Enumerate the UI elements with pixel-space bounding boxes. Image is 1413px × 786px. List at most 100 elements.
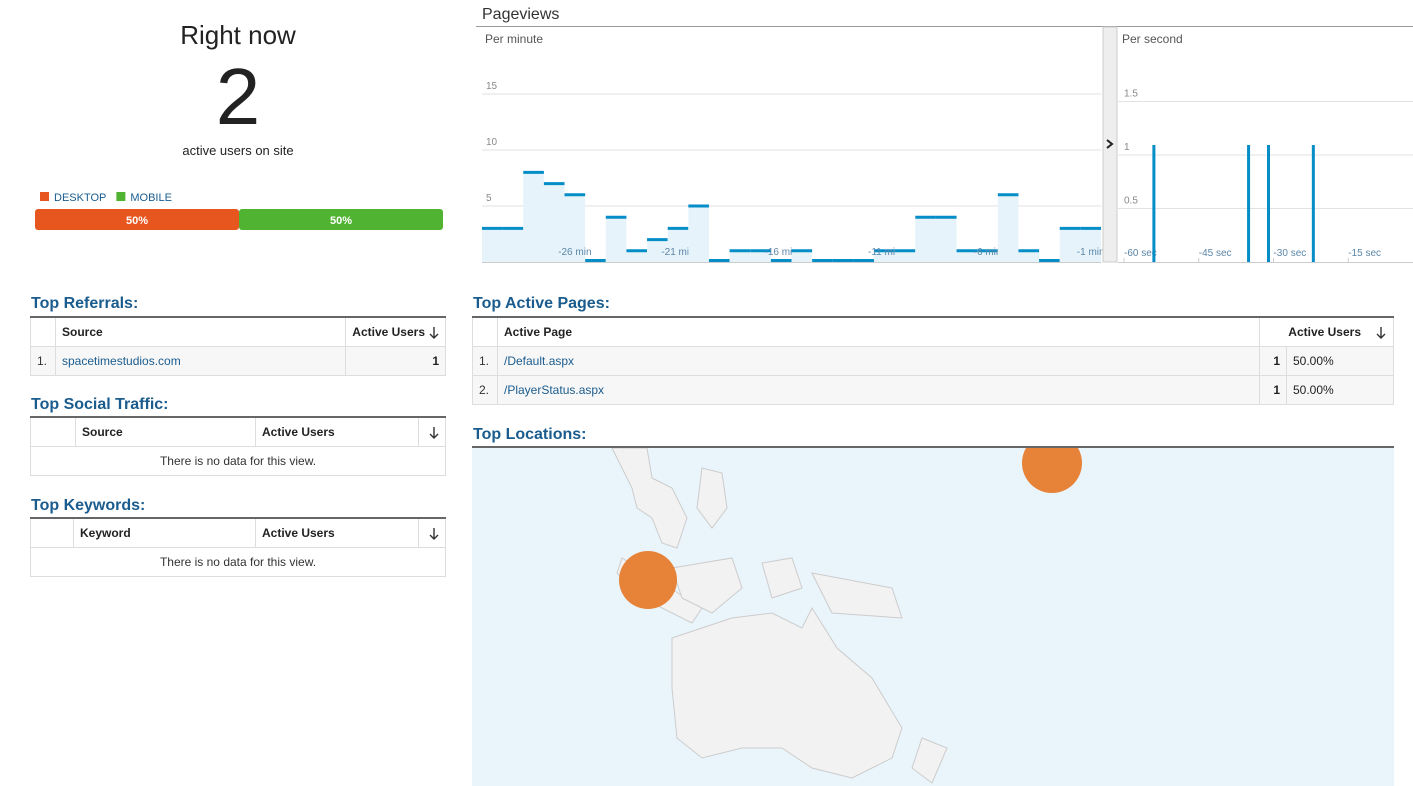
bar-area [647, 239, 668, 262]
bar-area [977, 250, 998, 262]
active-pages-table: Active Page Active Users 1. /Default.asp… [472, 316, 1394, 405]
row-index: 1. [472, 346, 498, 376]
land [611, 448, 688, 549]
percent-cell: 50.00% [1286, 375, 1394, 405]
right-now-title: Right now [180, 20, 296, 50]
location-bubble[interactable] [1022, 448, 1082, 493]
bar-area [1080, 228, 1101, 262]
expand-chevron[interactable] [1106, 139, 1114, 149]
location-bubble[interactable] [619, 551, 677, 609]
legend-swatch [40, 192, 49, 201]
active-user-caption: active users on site [182, 143, 294, 158]
legend-label: DESKTOP [54, 192, 106, 204]
header-cell[interactable] [417, 517, 447, 548]
sort-arrow [429, 326, 439, 339]
value-cell: 1 [1259, 346, 1287, 376]
header-cell: Source [54, 316, 347, 347]
keywords-table: Keyword Active Users There is no data fo… [30, 517, 447, 577]
header-cell [30, 517, 74, 548]
section-title: Top Social Traffic: [31, 396, 169, 413]
cell: spacetimestudios.com [54, 346, 347, 376]
referrals-table: Source Active Users 1. spacetimestudios.… [30, 316, 446, 376]
cell: /PlayerStatus.aspx [497, 375, 1260, 405]
map-graphic [611, 448, 1082, 784]
sort-arrow [1376, 326, 1386, 339]
section-title: Top Keywords: [31, 497, 146, 514]
header-cell: Active Users [254, 517, 419, 548]
source-link[interactable]: spacetimestudios.com [62, 354, 181, 368]
bar-area [874, 250, 895, 262]
bar-area [997, 194, 1019, 262]
empty-message: There is no data for this view. [30, 547, 446, 577]
bar-area [667, 228, 689, 262]
y-tick-label: 1.5 [1124, 89, 1138, 100]
header-cell [30, 316, 56, 347]
header-cell: Keyword [73, 517, 256, 548]
x-tick-label: -1 min [1077, 247, 1105, 258]
device-segment [35, 209, 239, 230]
bar-area [1018, 250, 1040, 262]
empty-message: There is no data for this view. [30, 446, 446, 476]
bar-area [750, 250, 771, 262]
page-link[interactable]: /Default.aspx [504, 354, 575, 368]
value-cell: 1 [345, 346, 446, 376]
bar-area [1059, 228, 1081, 262]
segment-label: 50% [330, 215, 352, 227]
y-tick-label: 0.5 [1124, 196, 1138, 207]
y-tick-label: 5 [486, 193, 492, 204]
header-cell [472, 316, 498, 347]
cell: /Default.aspx [497, 346, 1260, 376]
header-cell: Active Users [254, 416, 419, 447]
bar-area [688, 206, 709, 262]
section-title: Top Referrals: [31, 295, 139, 312]
x-tick-label: -16 min [765, 247, 798, 258]
header-cell[interactable]: Active Users [345, 316, 446, 347]
page-link[interactable]: /PlayerStatus.aspx [504, 383, 605, 397]
land [696, 467, 728, 529]
bar-area [523, 172, 544, 262]
x-tick-label: -60 sec [1124, 248, 1157, 259]
spike-bar [1311, 145, 1315, 262]
row-index: 1. [30, 346, 56, 376]
x-tick-label: -30 sec [1273, 248, 1306, 259]
spike-bar [1267, 145, 1270, 262]
bar-area [935, 217, 957, 262]
bar-area [729, 250, 751, 262]
header-cell[interactable]: Active Users [1259, 316, 1394, 347]
header-cell: Active Page [497, 316, 1260, 347]
chart-subtitle: Per second [1122, 32, 1183, 46]
legend-swatch [116, 192, 126, 201]
header-cell[interactable] [417, 416, 447, 447]
value-cell: 1 [1259, 375, 1287, 405]
bar-area [543, 183, 565, 262]
bar-area [626, 250, 648, 262]
header-text: Active Users [1288, 325, 1361, 339]
bar-area [915, 217, 936, 262]
sort-arrow [429, 426, 439, 439]
x-tick-label: -26 min [558, 247, 591, 258]
land [911, 737, 948, 784]
x-tick-label: -11 min [868, 247, 901, 258]
bar-area [956, 250, 978, 262]
x-tick-label: -15 sec [1348, 248, 1381, 259]
header-cell: Source [75, 416, 256, 447]
chart-title: Pageviews [482, 6, 559, 23]
header-cell [30, 416, 76, 447]
y-tick-label: 1 [1124, 142, 1130, 153]
bar-area [791, 250, 813, 262]
row-index: 2. [472, 375, 498, 405]
bar-area [894, 250, 916, 262]
bar-area [564, 194, 586, 262]
percent-cell: 50.00% [1286, 346, 1394, 376]
header-text: Active Users [352, 325, 425, 339]
spike-bar [1247, 145, 1251, 262]
section-title: Top Locations: [473, 426, 587, 443]
x-tick-label: -21 min [661, 247, 694, 258]
y-tick-label: 10 [486, 137, 498, 148]
bar-area [502, 228, 524, 262]
social-table: Source Active Users There is no data for… [30, 416, 447, 476]
bar-area [482, 228, 503, 262]
segment-label: 50% [126, 215, 148, 227]
